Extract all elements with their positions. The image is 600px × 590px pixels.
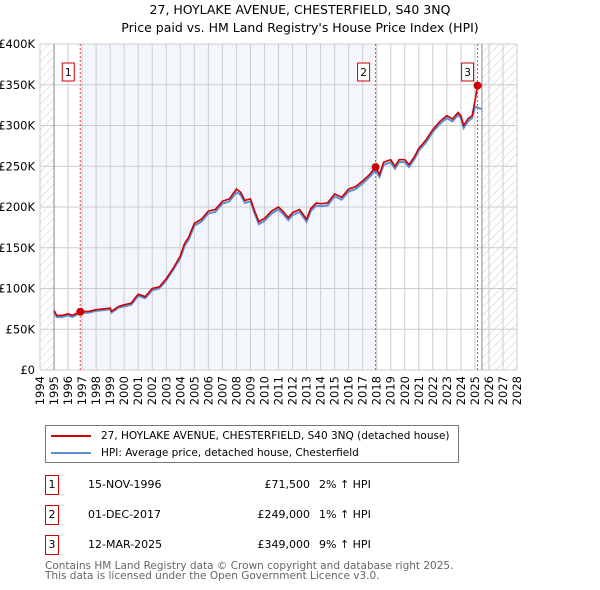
x-tick-label: 1995	[47, 376, 61, 405]
x-tick-label: 2003	[159, 376, 173, 405]
y-tick-label: £350K	[0, 78, 35, 92]
x-tick-label: 2025	[468, 376, 482, 405]
table-row: 3 12-MAR-2025 £349,000 9% ↑ HPI	[45, 535, 465, 555]
x-tick-label: 2007	[215, 376, 229, 405]
legend-swatch-property	[51, 435, 91, 437]
table-row: 2 01-DEC-2017 £249,000 1% ↑ HPI	[45, 505, 465, 525]
y-tick-label: £200K	[0, 200, 35, 214]
footer: Contains HM Land Registry data © Crown c…	[45, 560, 454, 582]
y-tick-label: £250K	[0, 159, 35, 173]
x-tick-label: 2004	[173, 376, 187, 405]
sale-price: £349,000	[257, 538, 311, 551]
x-tick-label: 2019	[384, 376, 398, 405]
table-row: 1 15-NOV-1996 £71,500 2% ↑ HPI	[45, 475, 465, 495]
x-tick-label: 2006	[201, 376, 215, 405]
x-tick-label: 2012	[286, 376, 300, 405]
sale-point	[76, 307, 85, 316]
sale-point	[371, 163, 380, 172]
sale-label: 1	[65, 67, 72, 79]
y-tick-label: £100K	[0, 282, 35, 296]
x-tick-label: 2026	[482, 376, 496, 405]
sale-number: 2	[45, 505, 59, 525]
x-tick-label: 1997	[75, 376, 89, 405]
x-tick-label: 2002	[145, 376, 159, 405]
sale-label-box	[461, 62, 475, 82]
legend: 27, HOYLAKE AVENUE, CHESTERFIELD, S40 3N…	[45, 425, 459, 463]
sale-price: £71,500	[264, 478, 311, 491]
x-tick-label: 2018	[370, 376, 384, 405]
legend-swatch-hpi	[51, 452, 91, 454]
x-tick-label: 2011	[272, 376, 286, 405]
y-tick-label: £50K	[6, 322, 36, 336]
x-tick-label: 2021	[412, 376, 426, 405]
sale-label: 3	[464, 67, 471, 79]
x-tick-label: 2022	[426, 376, 440, 405]
x-tick-label: 2024	[454, 376, 468, 405]
footer-line: This data is licensed under the Open Gov…	[45, 570, 380, 582]
sale-hpi: 9% ↑ HPI	[319, 538, 371, 551]
sale-date: 01-DEC-2017	[88, 508, 162, 521]
x-tick-label: 2005	[187, 376, 201, 405]
sale-hpi: 2% ↑ HPI	[319, 478, 371, 491]
x-tick-label: 1998	[89, 376, 103, 405]
x-tick-label: 2027	[496, 376, 510, 405]
x-tick-label: 2009	[243, 376, 257, 405]
hpi-line	[53, 105, 483, 319]
x-tick-label: 1994	[33, 376, 47, 405]
footer-line: Contains HM Land Registry data © Crown c…	[45, 560, 454, 572]
x-tick-label: 2028	[510, 376, 524, 405]
x-tick-label: 2000	[117, 376, 131, 405]
sale-date: 15-NOV-1996	[88, 478, 162, 491]
x-tick-label: 1996	[61, 376, 75, 405]
y-tick-label: £300K	[0, 119, 35, 133]
sale-label: 2	[360, 67, 367, 79]
x-tick-label: 2008	[229, 376, 243, 405]
legend-label-hpi: HPI: Average price, detached house, Ches…	[101, 447, 359, 459]
sale-price: £249,000	[257, 508, 311, 521]
x-tick-label: 2017	[356, 376, 370, 405]
sale-number: 1	[45, 475, 59, 495]
sale-point	[473, 81, 482, 90]
chart-subtitle: Price paid vs. HM Land Registry's House …	[121, 20, 479, 35]
x-tick-label: 2013	[300, 376, 314, 405]
y-tick-label: £400K	[0, 37, 35, 51]
x-tick-label: 2001	[131, 376, 145, 405]
sale-number: 3	[45, 535, 59, 555]
legend-label-property: 27, HOYLAKE AVENUE, CHESTERFIELD, S40 3N…	[101, 430, 450, 442]
sale-hpi: 1% ↑ HPI	[319, 508, 371, 521]
chart-title: 27, HOYLAKE AVENUE, CHESTERFIELD, S40 3N…	[149, 2, 451, 17]
sale-label-box	[61, 62, 75, 82]
x-tick-label: 2023	[440, 376, 454, 405]
chart-svg: 1994 1995 1996 1997 1998 1999 2000 2001 2002 2003…	[0, 37, 524, 405]
x-tick-label: 2014	[314, 376, 328, 405]
y-tick-label: £0	[20, 363, 35, 377]
x-tick-label: 2020	[398, 376, 412, 405]
y-tick-label: £150K	[0, 241, 35, 255]
sale-date: 12-MAR-2025	[88, 538, 163, 551]
x-tick-label: 2016	[342, 376, 356, 405]
x-tick-label: 1999	[103, 376, 117, 405]
price-line	[53, 85, 479, 317]
sale-label-box	[357, 62, 371, 82]
x-tick-label: 2010	[257, 376, 271, 405]
x-tick-label: 2015	[328, 376, 342, 405]
